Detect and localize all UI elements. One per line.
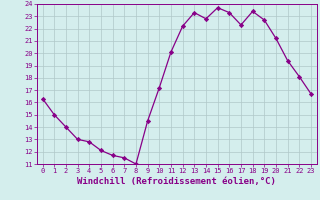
- X-axis label: Windchill (Refroidissement éolien,°C): Windchill (Refroidissement éolien,°C): [77, 177, 276, 186]
